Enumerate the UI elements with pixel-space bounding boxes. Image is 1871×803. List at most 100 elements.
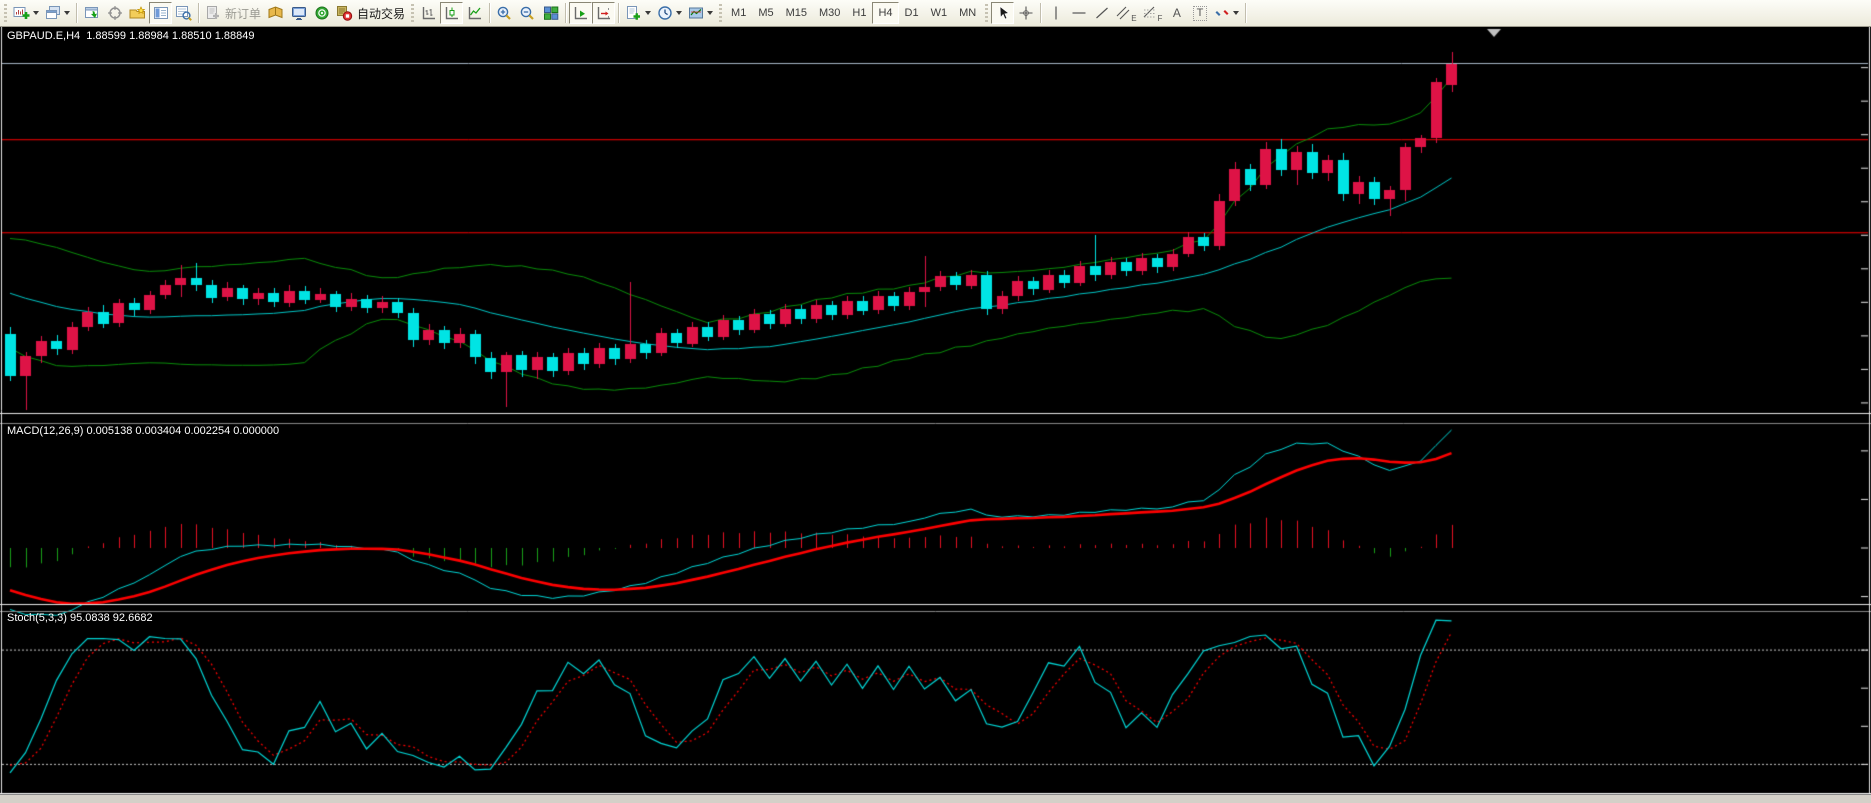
periods-button[interactable]: [654, 2, 685, 24]
zoom-in-icon: [496, 5, 513, 21]
expert-advisors-button[interactable]: [264, 2, 287, 24]
macd-indicator-label: MACD(12,26,9) 0.005138 0.003404 0.002254…: [7, 425, 280, 437]
clock-icon: [657, 5, 673, 21]
auto-scroll-button[interactable]: [569, 2, 593, 24]
chart-title: GBPAUD.E,H4 1.88599 1.88984 1.88510 1.88…: [7, 30, 255, 42]
timeframe-w1-button[interactable]: W1: [930, 7, 948, 19]
line-chart-button[interactable]: [463, 2, 486, 24]
fibonacci-letter: F: [1157, 14, 1163, 23]
timeframe-m30-button[interactable]: M30: [819, 7, 841, 19]
chart-shift-icon: [596, 5, 612, 21]
text-tool-icon: A: [1172, 6, 1181, 20]
toolbar-separator: [618, 3, 620, 23]
indicators-icon: [625, 5, 642, 21]
toolbar-grip[interactable]: [4, 4, 7, 22]
window-bottom-edge: [0, 794, 1871, 803]
crosshair-target-button[interactable]: [103, 2, 126, 24]
toolbar-separator: [1245, 3, 1247, 23]
data-window-icon: [175, 5, 192, 21]
bar-chart-button[interactable]: [417, 2, 440, 24]
timeframe-m5-button[interactable]: M5: [758, 7, 774, 19]
autotrading-button[interactable]: 自动交易: [333, 2, 408, 24]
crosshair-icon: [1018, 5, 1034, 21]
indicators-button[interactable]: [622, 2, 654, 24]
toolbar-grip[interactable]: [411, 4, 415, 22]
new-chart-icon: [13, 5, 30, 21]
new-order-label: 新订单: [225, 6, 262, 21]
cursor-arrow-icon: [995, 5, 1011, 21]
horizontal-line-button[interactable]: [1067, 2, 1090, 24]
folder-star-icon: [129, 5, 146, 21]
timeframe-d1-button[interactable]: D1: [904, 7, 919, 19]
channel-icon: [1116, 5, 1130, 21]
templates-button[interactable]: [685, 2, 716, 24]
auto-scroll-icon: [573, 5, 589, 21]
fibonacci-icon: [1143, 5, 1157, 21]
data-window-button[interactable]: [172, 2, 195, 24]
arrows-caret-icon[interactable]: [1233, 11, 1240, 15]
zoom-in-button[interactable]: [493, 2, 516, 24]
indicators-caret-icon[interactable]: [645, 11, 652, 15]
cursor-button[interactable]: [991, 2, 1015, 24]
candlestick-icon: [444, 5, 460, 21]
arrows-icon: [1214, 5, 1230, 21]
templates-caret-icon[interactable]: [707, 11, 714, 15]
strategy-tester-button[interactable]: [310, 2, 333, 24]
toolbar-grip[interactable]: [719, 4, 723, 22]
trendline-icon: [1094, 5, 1110, 21]
terminal-button[interactable]: [287, 2, 310, 24]
profiles-caret-icon[interactable]: [64, 11, 70, 15]
vertical-line-icon: [1049, 5, 1063, 21]
new-order-button[interactable]: 新订单: [202, 2, 264, 24]
profiles-icon: [45, 5, 61, 21]
text-label-icon: T: [1192, 5, 1208, 21]
template-icon: [688, 5, 704, 21]
equidistant-channel-button[interactable]: E: [1113, 2, 1139, 24]
toolbar-separator: [76, 3, 77, 23]
market-watch-icon: [84, 5, 100, 21]
toolbar-separator: [1040, 3, 1042, 23]
tile-windows-button[interactable]: [539, 2, 562, 24]
toolbar: 新订单 自动交易: [0, 0, 1871, 27]
chart-canvas[interactable]: [0, 27, 1871, 794]
timeframe-m1-button[interactable]: M1: [731, 7, 747, 19]
new-order-icon: [205, 5, 221, 21]
book-icon: [267, 5, 284, 21]
toolbar-separator: [565, 3, 567, 23]
terminal-icon: [291, 5, 307, 21]
text-button[interactable]: A: [1165, 2, 1188, 24]
timeframe-h4-button[interactable]: H4: [872, 2, 899, 24]
zoom-out-button[interactable]: [516, 2, 539, 24]
zoom-out-icon: [519, 5, 536, 21]
bar-chart-icon: [421, 5, 437, 21]
stoch-indicator-label: Stoch(5,3,3) 95.0838 92.6682: [7, 612, 153, 624]
fibonacci-button[interactable]: F: [1140, 2, 1166, 24]
timeframe-h1-button[interactable]: H1: [852, 7, 867, 19]
line-chart-icon: [467, 5, 483, 21]
favorites-button[interactable]: [126, 2, 149, 24]
crosshair-target-icon: [107, 5, 123, 21]
trendline-button[interactable]: [1090, 2, 1113, 24]
autotrading-icon: [336, 5, 353, 21]
chart-shift-button[interactable]: [592, 2, 616, 24]
profiles-button[interactable]: [42, 2, 73, 24]
toolbar-separator: [198, 3, 199, 23]
tile-windows-icon: [543, 5, 559, 21]
timeframe-mn-button[interactable]: MN: [959, 7, 977, 19]
crosshair-tool-button[interactable]: [1014, 2, 1037, 24]
new-chart-button[interactable]: [10, 2, 42, 24]
text-label-button[interactable]: T: [1188, 2, 1211, 24]
toolbar-grip[interactable]: [985, 4, 989, 22]
vertical-line-button[interactable]: [1044, 2, 1067, 24]
market-watch-button[interactable]: [80, 2, 103, 24]
navigator-button[interactable]: [149, 2, 172, 24]
periods-caret-icon[interactable]: [676, 11, 683, 15]
autotrading-label: 自动交易: [357, 6, 406, 21]
arrows-button[interactable]: [1211, 2, 1242, 24]
toolbar-separator: [489, 3, 491, 23]
new-chart-caret-icon[interactable]: [33, 11, 39, 15]
candlestick-chart-button[interactable]: [440, 2, 464, 24]
timeframe-m15-button[interactable]: M15: [785, 7, 807, 19]
signal-icon: [314, 5, 330, 21]
